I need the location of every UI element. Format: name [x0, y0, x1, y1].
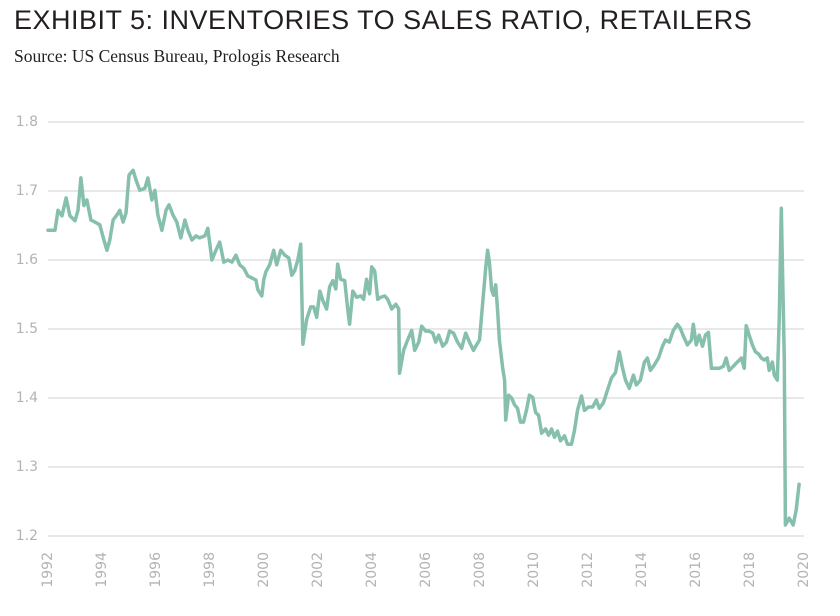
data-line [46, 168, 801, 527]
y-tick-label: 1.4 [16, 390, 38, 406]
x-tick-label: 1992 [40, 552, 56, 588]
y-tick-label: 1.3 [16, 459, 38, 475]
x-tick-label: 2006 [418, 552, 434, 588]
y-tick-label: 1.6 [16, 252, 38, 268]
x-tick-label: 1994 [94, 552, 110, 588]
x-tick-label: 2010 [526, 552, 542, 588]
x-tick-label: 2004 [364, 552, 380, 588]
x-tick-label: 2012 [580, 552, 596, 588]
y-tick-label: 1.2 [16, 528, 38, 544]
x-tick-label: 2020 [796, 552, 812, 588]
chart-title: EXHIBIT 5: INVENTORIES TO SALES RATIO, R… [14, 5, 752, 35]
y-tick-label: 1.7 [16, 183, 38, 199]
x-tick-label: 2018 [742, 552, 758, 588]
y-tick-label: 1.8 [16, 114, 38, 130]
x-tick-label: 2000 [256, 552, 272, 588]
x-tick-label: 2002 [310, 552, 326, 588]
x-tick-label: 1998 [202, 552, 218, 588]
x-tick-label: 1996 [148, 552, 164, 588]
x-tick-label: 2016 [688, 552, 704, 588]
x-tick-label: 2008 [472, 552, 488, 588]
x-tick-label: 2014 [634, 552, 650, 588]
y-tick-label: 1.5 [16, 321, 38, 337]
chart-subtitle: Source: US Census Bureau, Prologis Resea… [14, 46, 340, 66]
